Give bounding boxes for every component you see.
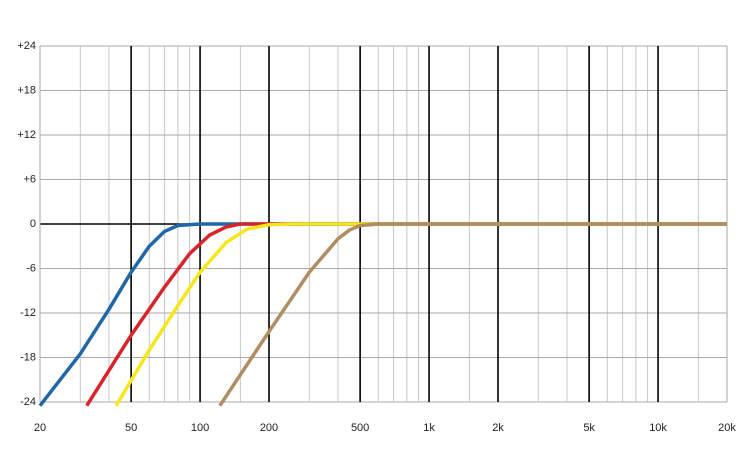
x-tick-label: 2k: [492, 422, 504, 434]
y-tick-label: 0: [30, 218, 36, 230]
x-tick-label: 200: [260, 422, 278, 434]
y-tick-label: +6: [23, 173, 36, 185]
x-tick-label: 1k: [423, 422, 435, 434]
response-curve: [38, 222, 727, 407]
x-tick-label: 10k: [649, 422, 667, 434]
response-curve: [218, 222, 727, 407]
x-tick-label: 20: [34, 422, 46, 434]
y-tick-label: -6: [26, 262, 36, 274]
x-tick-label: 50: [125, 422, 137, 434]
response-curve: [114, 222, 727, 407]
x-tick-label: 500: [351, 422, 369, 434]
y-tick-label: -24: [20, 396, 36, 408]
y-tick-label: -12: [20, 307, 36, 319]
x-tick-label: 20k: [718, 422, 736, 434]
x-tick-label: 100: [191, 422, 209, 434]
y-tick-label: +18: [17, 84, 36, 96]
y-tick-label: -18: [20, 351, 36, 363]
y-tick-label: +12: [17, 129, 36, 141]
response-curve: [85, 222, 727, 407]
y-tick-label: +24: [17, 40, 36, 52]
x-tick-label: 5k: [583, 422, 595, 434]
